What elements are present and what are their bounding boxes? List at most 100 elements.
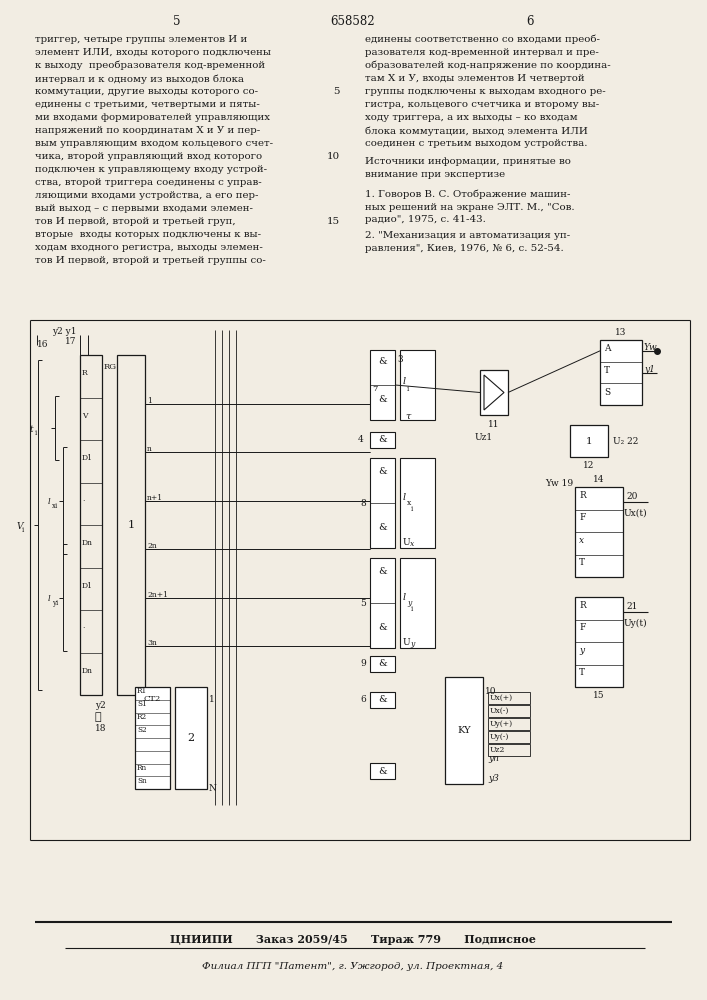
Bar — [370, 458, 395, 548]
Text: 2: 2 — [187, 733, 194, 743]
Text: интервал и к одному из выходов блока: интервал и к одному из выходов блока — [35, 74, 244, 84]
Text: i: i — [411, 605, 414, 613]
Bar — [400, 458, 435, 548]
Text: 6: 6 — [361, 696, 366, 704]
Text: y: y — [579, 646, 584, 655]
Bar — [488, 705, 530, 717]
Text: D1: D1 — [82, 454, 93, 462]
Text: Ux(-): Ux(-) — [490, 707, 509, 715]
Bar — [370, 432, 395, 448]
Text: внимание при экспертизе: внимание при экспертизе — [365, 170, 505, 179]
Text: i: i — [22, 526, 24, 534]
Text: l: l — [403, 593, 406, 602]
Text: V: V — [17, 522, 23, 531]
Text: единены соответственно со входами преоб-: единены соответственно со входами преоб- — [365, 35, 600, 44]
Text: вый выход – с первыми входами элемен-: вый выход – с первыми входами элемен- — [35, 204, 253, 213]
Text: 12: 12 — [583, 461, 595, 470]
Text: R: R — [82, 369, 88, 377]
Text: i: i — [35, 429, 37, 437]
Text: соединен с третьим выходом устройства.: соединен с третьим выходом устройства. — [365, 139, 588, 148]
Text: x: x — [407, 499, 411, 507]
Bar — [175, 687, 207, 789]
Text: элемент ИЛИ, входы которого подключены: элемент ИЛИ, входы которого подключены — [35, 48, 271, 57]
Text: образователей код-напряжение по координа-: образователей код-напряжение по координа… — [365, 61, 611, 70]
Text: Uy(+): Uy(+) — [490, 720, 513, 728]
Text: гистра, кольцевого счетчика и второму вы-: гистра, кольцевого счетчика и второму вы… — [365, 100, 600, 109]
Text: U: U — [403, 638, 411, 647]
Text: Филиал ПГП "Патент", г. Ужгород, ул. Проектная, 4: Филиал ПГП "Патент", г. Ужгород, ул. Про… — [202, 962, 503, 971]
Text: l: l — [403, 493, 406, 502]
Bar — [370, 763, 395, 779]
Text: S1: S1 — [137, 700, 147, 708]
Text: 5: 5 — [360, 598, 366, 607]
Text: триггер, четыре группы элементов И и: триггер, четыре группы элементов И и — [35, 35, 247, 44]
Bar — [575, 487, 623, 577]
Text: 9: 9 — [361, 660, 366, 668]
Text: R: R — [579, 491, 586, 500]
Text: 15: 15 — [327, 217, 340, 226]
Text: ми входами формирователей управляющих: ми входами формирователей управляющих — [35, 113, 270, 122]
Text: 18: 18 — [95, 724, 107, 733]
Text: 1: 1 — [127, 520, 134, 530]
Text: y: y — [410, 640, 414, 648]
Text: ЦНИИПИ      Заказ 2059/45      Тираж 779      Подписное: ЦНИИПИ Заказ 2059/45 Тираж 779 Подписное — [170, 934, 536, 945]
Bar — [600, 340, 642, 405]
Text: S2: S2 — [137, 726, 146, 734]
Text: N: N — [209, 784, 217, 793]
Text: x: x — [410, 540, 414, 548]
Text: Uy(t): Uy(t) — [624, 619, 648, 628]
Text: напряжений по координатам X и У и пер-: напряжений по координатам X и У и пер- — [35, 126, 260, 135]
Text: группы подключены к выходам входного ре-: группы подключены к выходам входного ре- — [365, 87, 606, 96]
Text: 16: 16 — [37, 340, 49, 349]
Text: i: i — [411, 505, 414, 513]
Text: 3: 3 — [397, 355, 402, 364]
Text: 2. "Механизация и автоматизация уп-: 2. "Механизация и автоматизация уп- — [365, 231, 571, 240]
Text: τ: τ — [405, 412, 410, 421]
Text: к выходу  преобразователя код-временной: к выходу преобразователя код-временной — [35, 61, 265, 70]
Text: 10: 10 — [327, 152, 340, 161]
Text: yn: yn — [488, 754, 499, 763]
Text: y2: y2 — [95, 701, 106, 710]
Text: &: & — [378, 766, 387, 776]
Text: l: l — [403, 376, 406, 385]
Text: ходу триггера, а их выходы – ко входам: ходу триггера, а их выходы – ко входам — [365, 113, 578, 122]
Text: 20: 20 — [626, 492, 638, 501]
Text: единены с третьими, четвертыми и пяты-: единены с третьими, четвертыми и пяты- — [35, 100, 260, 109]
Text: &: & — [378, 358, 387, 366]
Text: Yw 19: Yw 19 — [545, 479, 573, 488]
Bar — [445, 677, 483, 784]
Text: 7: 7 — [372, 385, 378, 393]
Text: подключен к управляющему входу устрой-: подключен к управляющему входу устрой- — [35, 165, 267, 174]
Text: U₂ 22: U₂ 22 — [613, 437, 638, 446]
Text: 1. Говоров В. С. Отображение машин-: 1. Говоров В. С. Отображение машин- — [365, 190, 571, 199]
Bar — [370, 558, 395, 648]
Text: Dn: Dn — [82, 667, 93, 675]
Text: V: V — [82, 412, 88, 420]
Text: 1: 1 — [585, 436, 592, 446]
Bar — [575, 597, 623, 687]
Bar — [400, 350, 435, 420]
Text: y: y — [407, 599, 411, 607]
Bar — [488, 731, 530, 743]
Bar — [570, 425, 608, 457]
Text: &: & — [378, 660, 387, 668]
Text: чика, второй управляющий вход которого: чика, второй управляющий вход которого — [35, 152, 262, 161]
Text: n: n — [147, 445, 152, 453]
Text: разователя код-временной интервал и пре-: разователя код-временной интервал и пре- — [365, 48, 599, 57]
Text: &: & — [378, 468, 387, 477]
Text: R1: R1 — [137, 687, 147, 695]
Bar — [488, 692, 530, 704]
Text: там X и У, входы элементов И четвертой: там X и У, входы элементов И четвертой — [365, 74, 585, 83]
Text: 10: 10 — [485, 687, 496, 696]
Text: 2n+1: 2n+1 — [147, 591, 168, 599]
Bar — [80, 355, 102, 695]
Text: y1: y1 — [644, 364, 655, 373]
Text: 2n: 2n — [147, 542, 157, 550]
Text: ляющими входами устройства, а его пер-: ляющими входами устройства, а его пер- — [35, 191, 259, 200]
Text: &: & — [378, 696, 387, 704]
Text: Uz1: Uz1 — [475, 433, 493, 442]
Text: S: S — [604, 388, 610, 397]
Text: U: U — [403, 538, 411, 547]
Text: i: i — [407, 385, 409, 393]
Bar — [135, 687, 170, 789]
